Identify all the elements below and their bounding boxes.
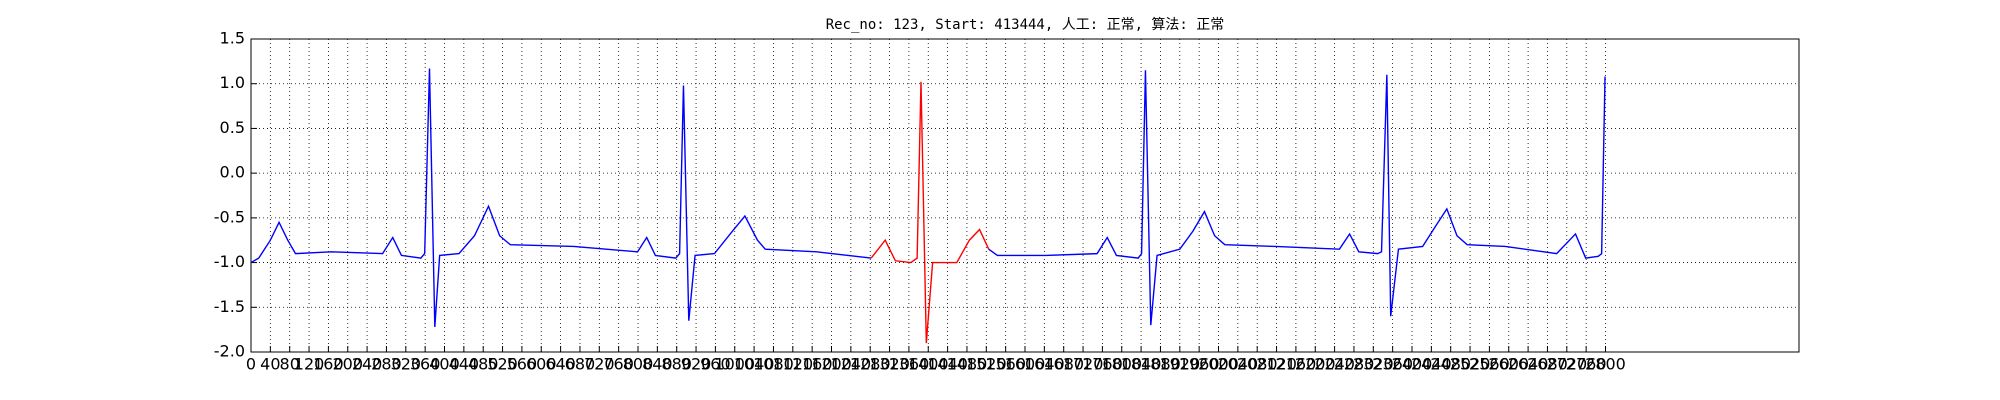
x-tick-label: 120 [294, 355, 325, 374]
x-tick-label: 680 [565, 355, 596, 374]
x-tick-label: 2160 [1276, 355, 1317, 374]
x-tick-label: 1920 [1159, 355, 1200, 374]
x-tick-label: 2280 [1334, 355, 1375, 374]
x-tick-label: 80 [280, 355, 300, 374]
x-tick-label: 1480 [947, 355, 988, 374]
ecg-line [988, 70, 1606, 326]
x-tick-label: 600 [526, 355, 557, 374]
x-tick-label: 2320 [1353, 355, 1394, 374]
x-tick-label: 640 [545, 355, 576, 374]
x-tick-label: 2520 [1450, 355, 1491, 374]
y-tick-label: -0.5 [214, 207, 245, 226]
x-tick-label: 2600 [1488, 355, 1529, 374]
x-tick-label: 1760 [1082, 355, 1123, 374]
x-tick-label: 1640 [1024, 355, 1065, 374]
x-tick-label: 720 [584, 355, 615, 374]
x-tick-label: 1120 [772, 355, 813, 374]
y-tick-label: 1.0 [220, 73, 245, 92]
x-tick-label: 1240 [830, 355, 871, 374]
x-tick-label: 560 [507, 355, 538, 374]
x-tick-label: 920 [681, 355, 712, 374]
x-tick-label: 200 [332, 355, 363, 374]
y-tick-label: 0.0 [220, 163, 245, 182]
x-tick-label: 760 [603, 355, 634, 374]
x-tick-label: 2360 [1372, 355, 1413, 374]
x-tick-label: 2440 [1411, 355, 1452, 374]
x-tick-label: 2680 [1527, 355, 1568, 374]
x-tick-label: 360 [410, 355, 441, 374]
x-tick-label: 1200 [811, 355, 852, 374]
x-tick-label: 160 [313, 355, 344, 374]
y-tick-label: 1.5 [220, 29, 245, 48]
x-tick-label: 2640 [1508, 355, 1549, 374]
x-tick-label: 1800 [1101, 355, 1142, 374]
x-tick-label: 1400 [908, 355, 949, 374]
x-tick-label: 1560 [985, 355, 1026, 374]
x-tick-label: 2200 [1295, 355, 1336, 374]
x-tick-label: 1680 [1043, 355, 1084, 374]
x-tick-label: 1080 [753, 355, 794, 374]
x-tick-label: 1960 [1179, 355, 1220, 374]
x-tick-label: 880 [661, 355, 692, 374]
x-tick-label: 320 [391, 355, 422, 374]
chart-title: Rec_no: 123, Start: 413444, 人工: 正常, 算法: … [826, 17, 1225, 33]
y-tick-label: -2.0 [214, 342, 245, 361]
y-tick-label: -1.5 [214, 297, 245, 316]
x-tick-label: 280 [371, 355, 402, 374]
x-tick-label: 960 [700, 355, 731, 374]
x-tick-label: 2800 [1585, 355, 1626, 374]
x-tick-label: 1520 [966, 355, 1007, 374]
x-tick-label: 1160 [792, 355, 833, 374]
x-tick-label: 1440 [927, 355, 968, 374]
ecg-line [250, 68, 872, 328]
x-tick-label: 0 [246, 355, 256, 374]
x-tick-label: 1320 [869, 355, 910, 374]
y-tick-label: 0.5 [220, 118, 245, 137]
x-tick-label: 2560 [1469, 355, 1510, 374]
x-tick-label: 1840 [1121, 355, 1162, 374]
x-tick-label: 1360 [889, 355, 930, 374]
x-tick-label: 1880 [1140, 355, 1181, 374]
y-tick-label: -1.0 [214, 252, 245, 271]
plot-frame [250, 38, 1800, 353]
x-tick-label: 480 [468, 355, 499, 374]
x-tick-label: 520 [487, 355, 518, 374]
x-tick-label: 2240 [1314, 355, 1355, 374]
x-tick-label: 400 [429, 355, 460, 374]
x-tick-label: 2720 [1546, 355, 1587, 374]
x-tick-label: 2480 [1430, 355, 1471, 374]
x-tick-label: 2040 [1217, 355, 1258, 374]
x-tick-label: 840 [642, 355, 673, 374]
x-tick-label: 2760 [1566, 355, 1607, 374]
x-tick-label: 440 [449, 355, 480, 374]
x-tick-label: 1600 [1005, 355, 1046, 374]
x-tick-label: 2120 [1256, 355, 1297, 374]
x-tick-label: 1280 [850, 355, 891, 374]
x-tick-label: 1040 [734, 355, 775, 374]
x-tick-label: 1000 [714, 355, 755, 374]
x-tick-label: 1720 [1063, 355, 1104, 374]
ecg-line [870, 81, 990, 344]
x-tick-label: 40 [260, 355, 280, 374]
x-tick-label: 2400 [1392, 355, 1433, 374]
x-tick-label: 240 [352, 355, 383, 374]
x-tick-label: 2080 [1237, 355, 1278, 374]
x-tick-label: 800 [623, 355, 654, 374]
x-tick-label: 2000 [1198, 355, 1239, 374]
